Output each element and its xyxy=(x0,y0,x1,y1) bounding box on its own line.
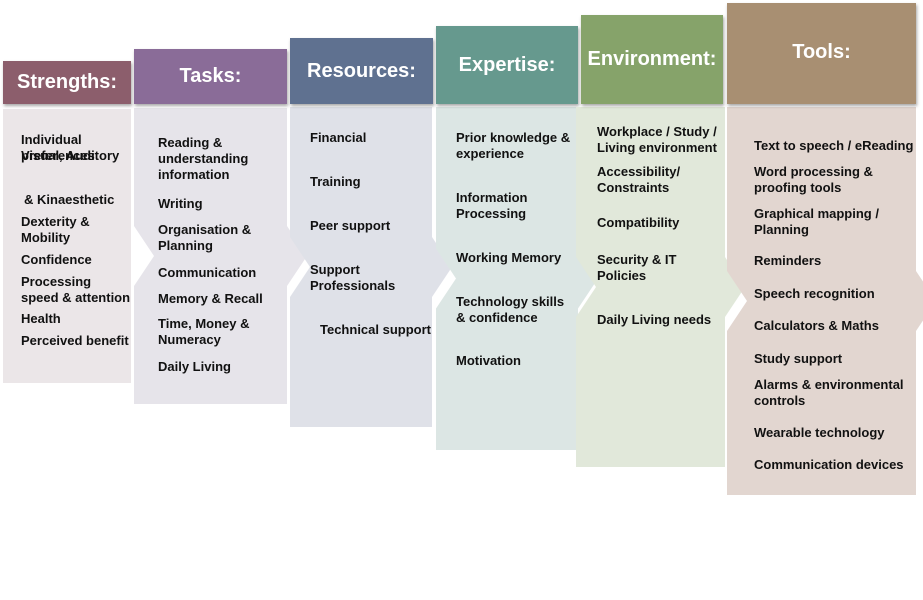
column-item-strengths: & Kinaesthetic xyxy=(24,192,115,207)
column-item-resources: Support Professionals xyxy=(310,262,396,293)
column-item-strengths: Processing speed & attention xyxy=(21,274,131,305)
column-header-resources: Resources: xyxy=(290,38,433,104)
column-item-tasks: Reading & understanding information xyxy=(158,135,249,182)
column-body-shape xyxy=(134,108,307,404)
column-item-tools: Calculators & Maths xyxy=(754,318,879,333)
column-item-tools: Communication devices xyxy=(754,457,904,472)
column-header-environment: Environment: xyxy=(581,15,723,104)
column-body-shape xyxy=(576,107,745,467)
column-item-tools: Alarms & environmental controls xyxy=(754,377,904,408)
column-body-shape xyxy=(3,109,131,383)
column-item-tasks: Memory & Recall xyxy=(158,291,263,306)
column-item-tools: Wearable technology xyxy=(754,425,885,440)
column-item-tools: Text to speech / eReading xyxy=(754,138,914,153)
column-body-shape xyxy=(727,107,923,495)
column-header-label: Tools: xyxy=(792,41,851,63)
column-item-resources: Training xyxy=(310,174,361,189)
column-body-shape xyxy=(290,107,452,427)
column-item-resources: Technical support xyxy=(320,322,431,337)
column-item-tasks: Organisation & Planning xyxy=(158,222,252,253)
column-item-tasks: Time, Money & Numeracy xyxy=(158,316,250,347)
column-body-expertise xyxy=(436,107,598,450)
column-item-strengths: Dexterity & Mobility xyxy=(21,214,90,245)
column-item-strengths: Health xyxy=(21,311,61,326)
column-item-tools: Speech recognition xyxy=(754,286,875,301)
column-item-environment: Workplace / Study / Living environment xyxy=(597,124,717,155)
column-body-environment xyxy=(576,107,745,467)
column-item-tools: Reminders xyxy=(754,253,822,268)
column-header-label: Strengths: xyxy=(17,71,117,93)
column-item-environment: Daily Living needs xyxy=(597,312,712,327)
column-item-resources: Peer support xyxy=(310,218,391,233)
column-item-tools: Study support xyxy=(754,351,843,366)
column-item-tools: Word processing & proofing tools xyxy=(754,164,873,195)
column-item-expertise: Working Memory xyxy=(456,250,562,265)
column-header-strengths: Strengths: xyxy=(3,61,131,104)
column-item-environment: Accessibility/ Constraints xyxy=(597,164,681,195)
column-item-strengths: Visual, Auditory xyxy=(21,148,120,163)
column-item-environment: Security & IT Policies xyxy=(597,252,677,283)
column-header-label: Tasks: xyxy=(179,65,242,87)
column-item-expertise: Prior knowledge & experience xyxy=(456,130,571,161)
column-header-label: Resources: xyxy=(307,59,416,82)
column-body-shape xyxy=(436,107,598,450)
column-body-tasks xyxy=(134,108,307,404)
column-body-strengths xyxy=(3,109,131,383)
column-item-expertise: Information Processing xyxy=(456,190,528,221)
column-header-label: Expertise: xyxy=(458,53,556,76)
column-header-tools: Tools: xyxy=(727,3,916,104)
column-item-tasks: Communication xyxy=(158,265,257,280)
column-item-expertise: Motivation xyxy=(456,353,521,368)
column-item-strengths: Perceived benefit xyxy=(21,333,129,348)
column-item-expertise: Technology skills & confidence xyxy=(456,294,565,325)
column-item-resources: Financial xyxy=(310,130,367,145)
column-item-tasks: Writing xyxy=(158,196,203,211)
column-header-expertise: Expertise: xyxy=(436,26,578,104)
column-header-label: Environment: xyxy=(587,48,717,70)
column-item-environment: Compatibility xyxy=(597,215,680,230)
column-body-tools xyxy=(727,107,923,495)
column-item-tools: Graphical mapping / Planning xyxy=(754,206,879,237)
column-item-strengths: Confidence xyxy=(21,252,92,267)
column-header-tasks: Tasks: xyxy=(134,49,287,104)
column-item-tasks: Daily Living xyxy=(158,359,231,374)
column-item-strengths: Individual preferences xyxy=(21,132,95,163)
column-body-resources xyxy=(290,107,452,427)
